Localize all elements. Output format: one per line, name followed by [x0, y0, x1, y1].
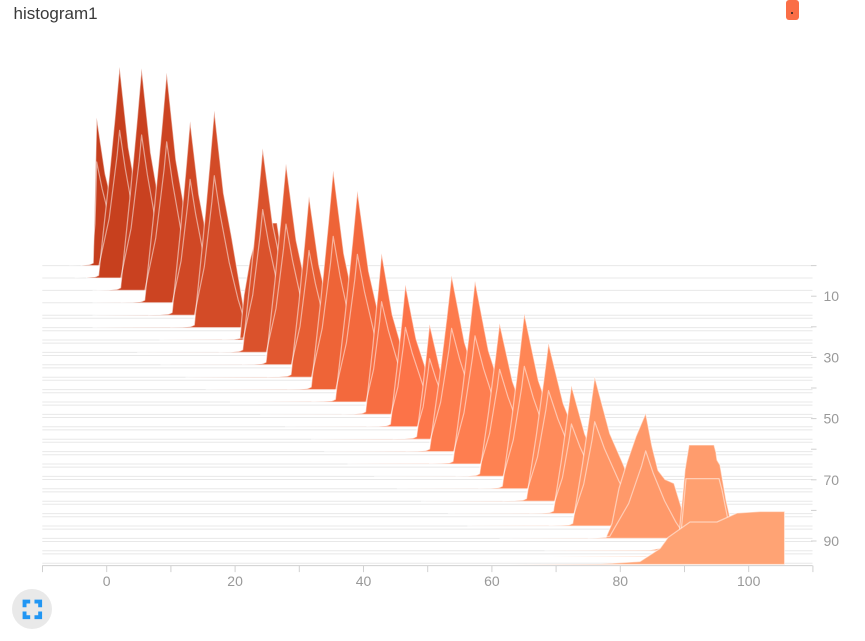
svg-text:0: 0: [103, 573, 111, 589]
svg-text:30: 30: [824, 349, 840, 365]
svg-text:20: 20: [227, 573, 243, 589]
svg-text:70: 70: [824, 472, 840, 488]
svg-text:40: 40: [356, 573, 372, 589]
svg-text:50: 50: [824, 411, 840, 427]
svg-text:90: 90: [824, 533, 840, 549]
svg-text:10: 10: [824, 288, 840, 304]
svg-text:80: 80: [613, 573, 629, 589]
svg-text:100: 100: [737, 573, 761, 589]
svg-text:60: 60: [484, 573, 500, 589]
